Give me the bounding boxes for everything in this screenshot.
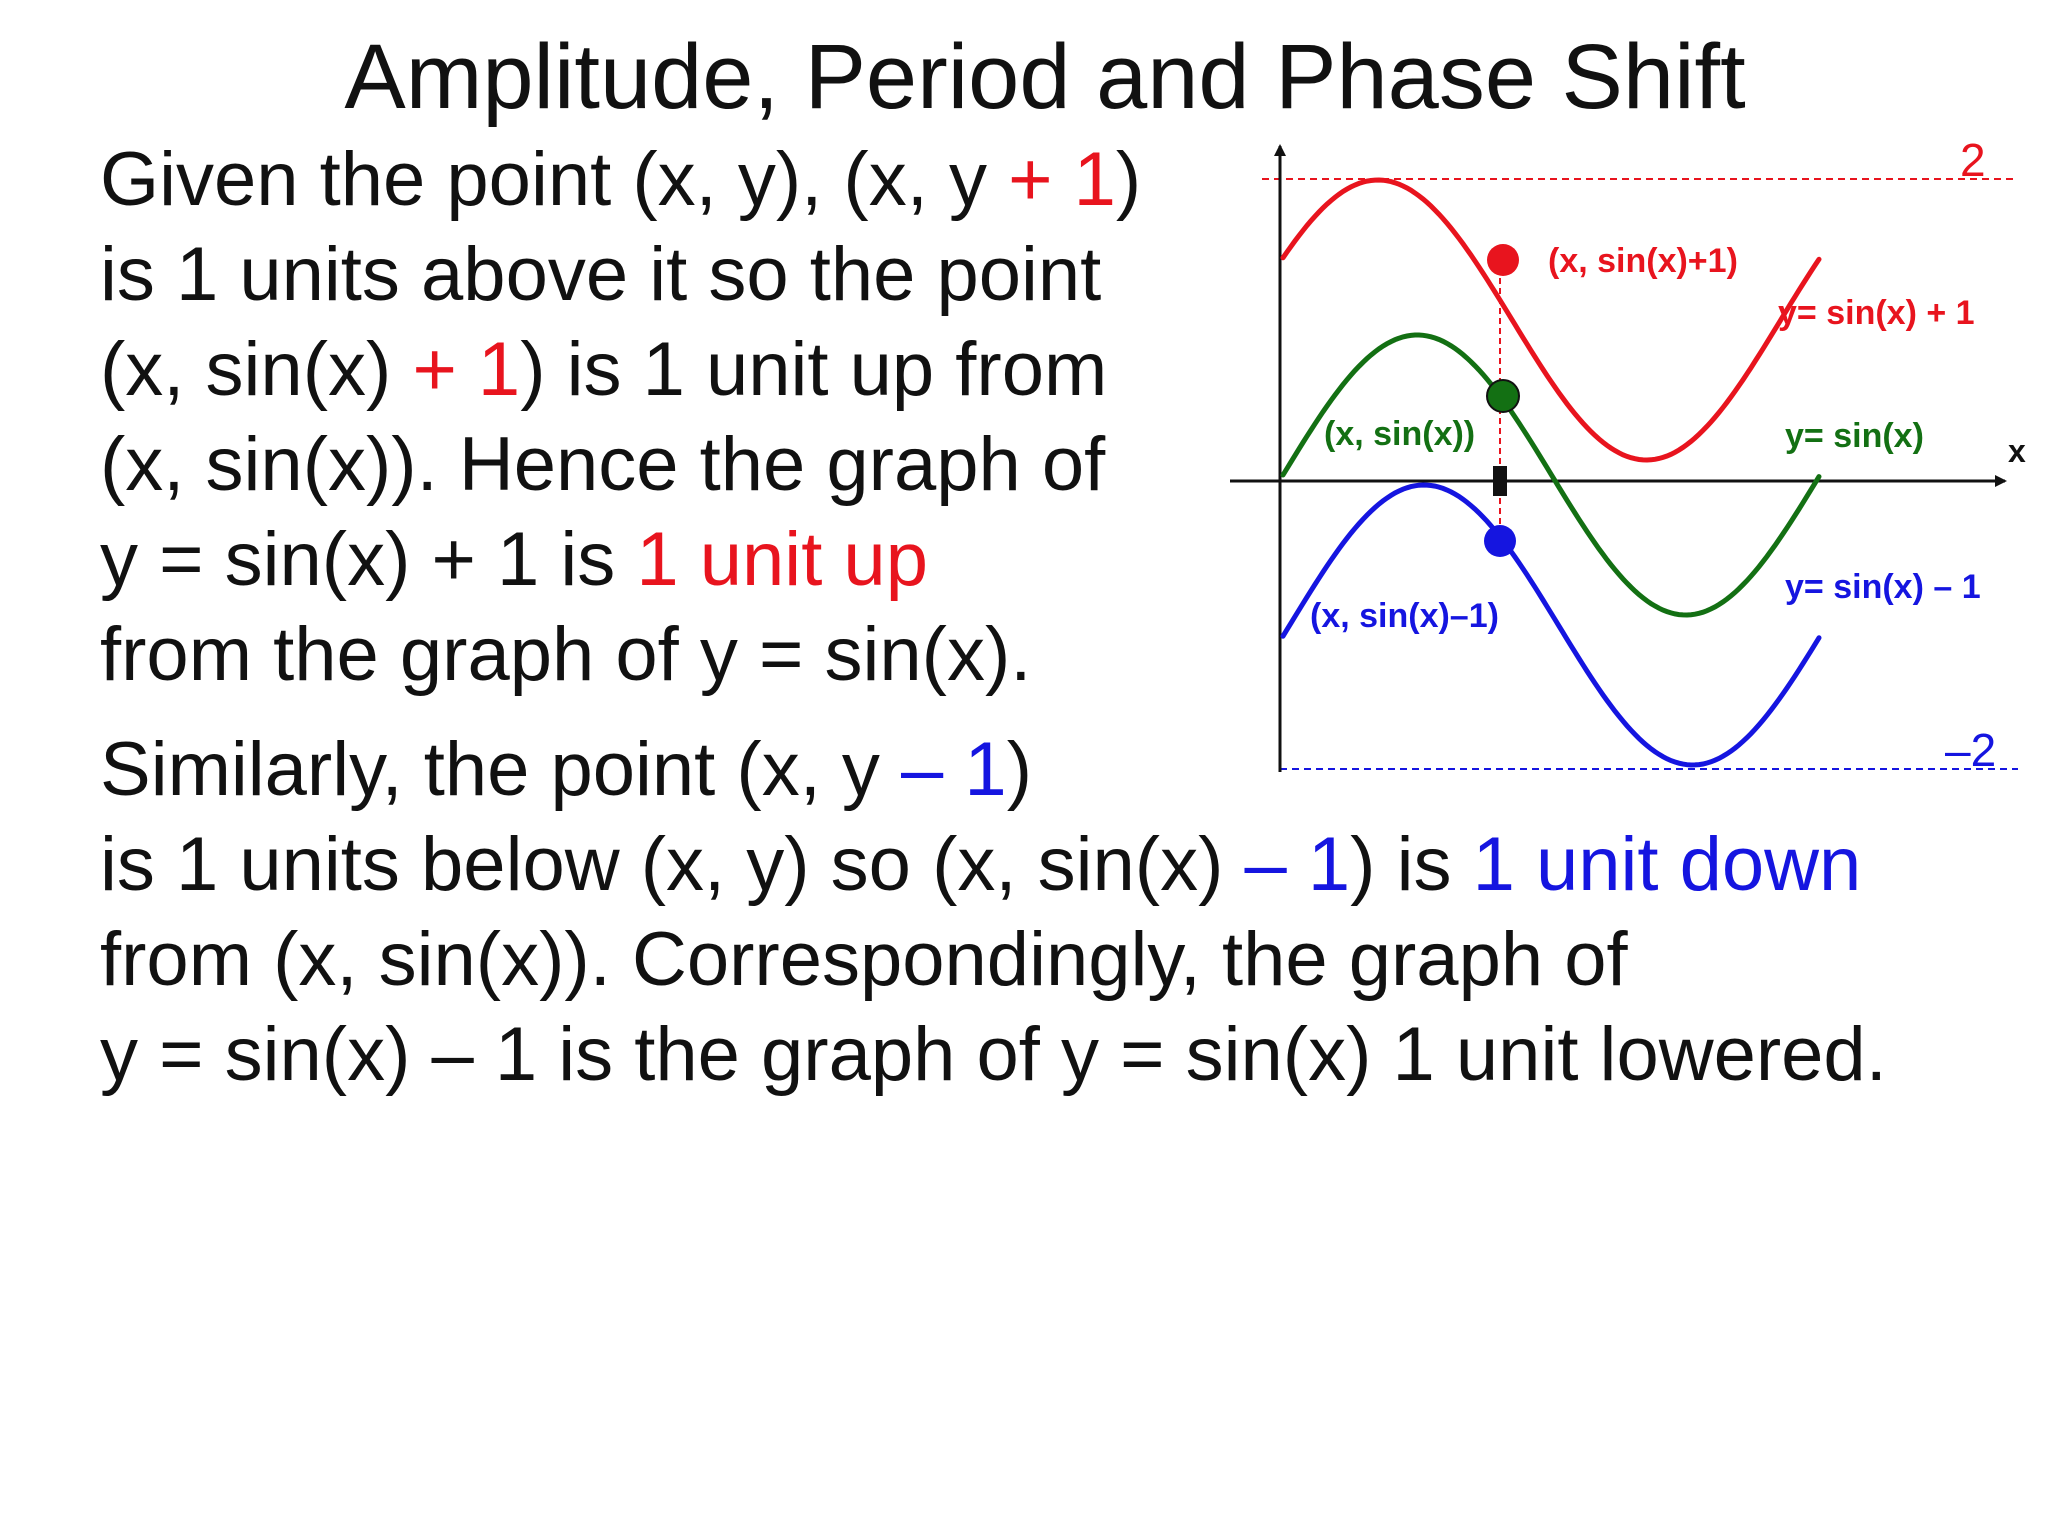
text-segment: Given the point (x, y), (x, y: [100, 137, 1009, 222]
curve-label-middle: y= sin(x): [1785, 417, 1924, 455]
point-middle-dot: [1486, 379, 1520, 413]
text-segment: ): [1115, 137, 1142, 222]
curve-sin-minus-one: [1280, 482, 1822, 768]
text-segment: ) is: [1350, 822, 1473, 907]
text-segment: ): [1006, 727, 1033, 812]
bottom-value-label: –2: [1945, 724, 1996, 776]
curve-sin-plus-one: [1280, 177, 1822, 463]
curve-sin: [1280, 332, 1822, 618]
highlight-plus-one: + 1: [412, 327, 521, 412]
paragraph1-line4: (x, sin(x)). Hence the graph of: [100, 422, 1106, 507]
paragraph1-line1: Given the point (x, y), (x, y + 1): [100, 135, 1141, 225]
text-segment: ) is 1 unit up from: [520, 327, 1108, 412]
curve-label-lower: y= sin(x) – 1: [1785, 568, 1981, 606]
page-title: Amplitude, Period and Phase Shift: [344, 26, 1746, 128]
point-upper-dot: [1487, 244, 1519, 276]
point-label-middle: (x, sin(x)): [1324, 415, 1475, 453]
point-lower-dot: [1484, 525, 1516, 557]
paragraph1-line6: from the graph of y = sin(x).: [100, 612, 1032, 697]
paragraph1-line2: is 1 units above it so the point: [100, 232, 1102, 317]
highlight-plus-one: + 1: [1008, 137, 1116, 222]
curve-label-upper: y= sin(x) + 1: [1778, 294, 1975, 332]
highlight-unit-down: 1 unit down: [1472, 822, 1862, 907]
paragraph2-line1: Similarly, the point (x, y – 1): [100, 725, 1032, 815]
x-axis-label: x: [2008, 433, 2026, 469]
point-label-lower: (x, sin(x)–1): [1310, 597, 1499, 635]
paragraph2-line4: y = sin(x) – 1 is the graph of y = sin(x…: [100, 1012, 1887, 1097]
top-value-label: 2: [1960, 134, 1986, 186]
x-tick-marker: [1493, 466, 1507, 496]
highlight-minus-one: – 1: [901, 727, 1007, 812]
highlight-unit-up: 1 unit up: [636, 517, 928, 602]
text-segment: is 1 units below (x, y) so (x, sin(x): [100, 822, 1245, 907]
paragraph2-line3: from (x, sin(x)). Correspondingly, the g…: [100, 917, 1628, 1002]
paragraph2-line2: is 1 units below (x, y) so (x, sin(x) – …: [100, 820, 1861, 910]
paragraph1-line5: y = sin(x) + 1 is 1 unit up: [100, 515, 928, 605]
highlight-minus-one: – 1: [1244, 822, 1351, 907]
text-segment: (x, sin(x): [100, 327, 413, 412]
text-segment: Similarly, the point (x, y: [100, 727, 902, 812]
paragraph1-line3: (x, sin(x) + 1) is 1 unit up from: [100, 325, 1107, 415]
text-segment: y = sin(x) + 1 is: [100, 517, 637, 602]
point-label-upper: (x, sin(x)+1): [1548, 242, 1738, 280]
